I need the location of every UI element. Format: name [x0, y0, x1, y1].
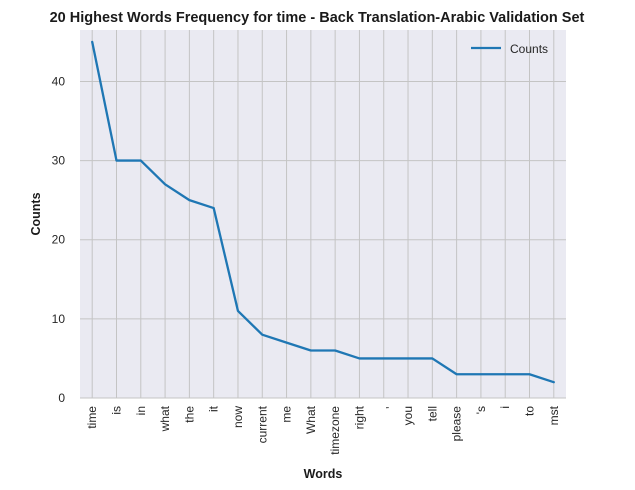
series-layer — [91, 40, 555, 384]
x-axis-ticks: time is in what the it now current me What timezon… — [85, 405, 561, 454]
x-tick-label: is — [109, 406, 123, 415]
legend-label-counts: Counts — [510, 42, 548, 56]
x-tick-label: i — [498, 406, 512, 409]
x-tick-label: the — [182, 406, 196, 423]
x-tick-label: it — [207, 405, 221, 412]
x-tick-label: What — [304, 405, 318, 434]
x-tick-label: tell — [425, 406, 439, 421]
y-tick-label: 10 — [52, 312, 66, 326]
x-axis-label: Words — [304, 467, 343, 481]
chart-title: 20 Highest Words Frequency for time - Ba… — [50, 10, 585, 26]
x-tick-label: right — [352, 405, 366, 429]
x-tick-label: you — [401, 406, 415, 425]
x-tick-label: to — [523, 406, 537, 416]
x-tick-label: current — [255, 405, 269, 443]
x-tick-label: time — [85, 406, 99, 429]
y-tick-label: 30 — [52, 154, 66, 168]
y-tick-label: 40 — [52, 74, 66, 88]
legend: Counts — [471, 42, 548, 56]
y-axis-ticks: 0 10 20 30 40 — [52, 74, 66, 405]
y-tick-label: 20 — [52, 233, 66, 247]
y-tick-label: 0 — [58, 391, 65, 405]
x-tick-label: mst — [547, 405, 561, 425]
x-tick-label: in — [134, 406, 148, 415]
x-tick-label: what — [158, 405, 172, 432]
x-tick-label: me — [280, 406, 294, 423]
series-line-counts — [91, 40, 555, 384]
x-tick-label: timezone — [328, 406, 342, 455]
grid — [80, 30, 566, 399]
y-axis-label: Counts — [29, 192, 43, 235]
x-tick-label: please — [450, 406, 464, 442]
x-tick-label: 's — [474, 406, 488, 414]
x-tick-label: , — [377, 406, 391, 409]
plot-area — [80, 30, 566, 398]
x-tick-label: now — [231, 406, 245, 428]
